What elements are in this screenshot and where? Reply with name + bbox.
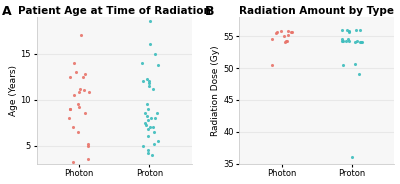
Point	[76, 105, 82, 108]
Y-axis label: Radiation Dose (Gy): Radiation Dose (Gy)	[211, 45, 220, 136]
Point	[283, 39, 290, 42]
Point	[269, 38, 275, 41]
Point	[71, 61, 78, 64]
Title: Patient Age at Time of Radiation: Patient Age at Time of Radiation	[18, 6, 210, 16]
Point	[145, 118, 152, 121]
Point	[288, 31, 295, 34]
Point	[281, 35, 287, 38]
Point	[143, 124, 150, 127]
Point	[278, 29, 284, 32]
Point	[358, 41, 364, 44]
Point	[144, 78, 150, 81]
Text: B: B	[205, 5, 215, 18]
Point	[147, 43, 153, 46]
Point	[339, 40, 346, 43]
Point	[82, 112, 88, 115]
Point	[71, 93, 77, 96]
Point	[80, 89, 87, 92]
Point	[74, 103, 81, 106]
Point	[76, 87, 83, 90]
Point	[82, 72, 88, 75]
Point	[143, 103, 150, 106]
Point	[357, 41, 363, 44]
Point	[346, 29, 353, 32]
Point	[70, 126, 76, 129]
Point	[67, 107, 73, 110]
Point	[144, 149, 151, 152]
Point	[76, 91, 82, 94]
Point	[66, 75, 73, 78]
Point	[73, 70, 80, 73]
Point	[344, 28, 350, 31]
Point	[146, 82, 152, 84]
Point	[144, 115, 150, 118]
Point	[145, 151, 151, 154]
Point	[147, 126, 153, 129]
Point	[349, 156, 356, 159]
Point	[142, 121, 148, 124]
Point	[284, 29, 291, 32]
Point	[150, 87, 156, 90]
Point	[346, 40, 352, 43]
Y-axis label: Age (Years): Age (Years)	[9, 65, 18, 116]
Point	[144, 128, 151, 130]
Point	[151, 142, 158, 145]
Point	[149, 153, 156, 156]
Point	[338, 38, 345, 41]
Point	[66, 116, 72, 119]
Point	[352, 40, 358, 43]
Point	[67, 107, 73, 110]
Point	[358, 41, 365, 44]
Point	[269, 63, 276, 66]
Point	[152, 52, 158, 55]
Point	[147, 20, 154, 23]
Point	[140, 80, 146, 83]
Point	[145, 107, 152, 110]
Point	[75, 130, 81, 133]
Point	[146, 80, 152, 83]
Point	[80, 75, 86, 78]
Point	[146, 84, 152, 87]
Point	[343, 39, 349, 42]
Point	[273, 31, 279, 34]
Point	[284, 40, 291, 43]
Point	[150, 126, 156, 129]
Point	[285, 33, 292, 36]
Point	[85, 142, 91, 145]
Point	[282, 41, 288, 44]
Point	[356, 28, 363, 31]
Point	[84, 144, 91, 147]
Point	[148, 116, 154, 119]
Point	[140, 144, 146, 147]
Point	[356, 73, 362, 76]
Point	[152, 116, 158, 119]
Point	[274, 31, 280, 34]
Point	[144, 135, 151, 138]
Point	[86, 91, 92, 94]
Point	[345, 38, 352, 41]
Point	[155, 63, 161, 66]
Text: A: A	[2, 5, 12, 18]
Point	[353, 29, 359, 32]
Title: Radiation Amount by Type: Radiation Amount by Type	[239, 6, 394, 16]
Point	[153, 112, 160, 115]
Point	[85, 158, 92, 161]
Point	[352, 63, 359, 66]
Point	[138, 61, 145, 64]
Point	[338, 28, 345, 31]
Point	[346, 30, 352, 33]
Point	[142, 112, 149, 115]
Point	[354, 40, 360, 43]
Point	[155, 139, 161, 142]
Point	[340, 39, 346, 42]
Point	[288, 30, 295, 33]
Point	[70, 161, 76, 164]
Point	[151, 130, 157, 133]
Point	[78, 34, 84, 37]
Point	[340, 63, 346, 66]
